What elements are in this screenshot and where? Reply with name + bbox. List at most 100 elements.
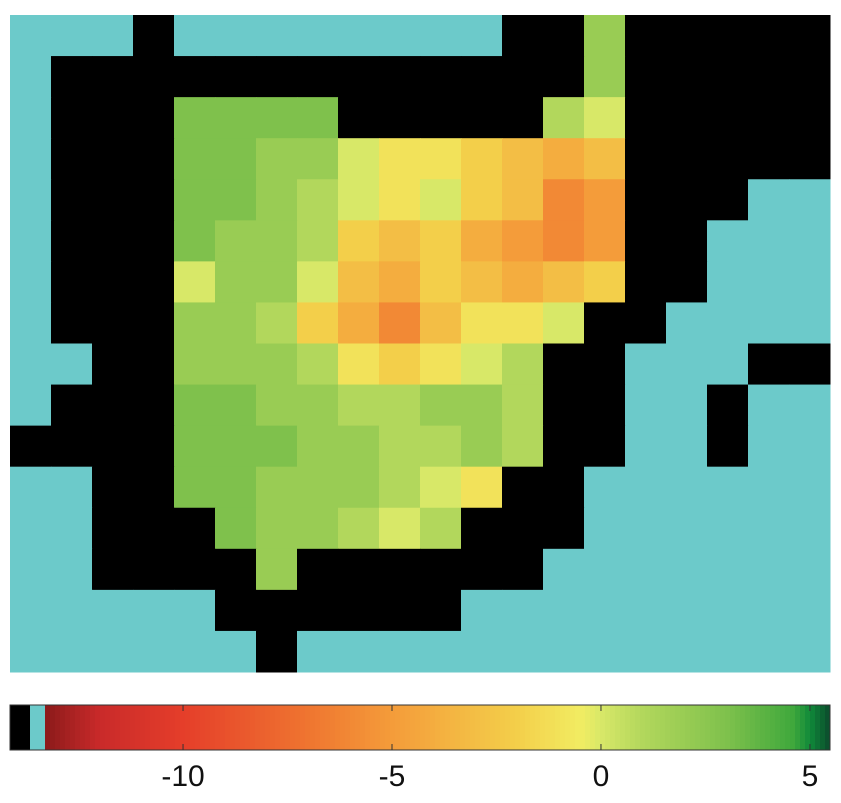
cell — [51, 15, 93, 57]
colorbar-segment — [305, 705, 311, 750]
cell — [584, 15, 626, 57]
colorbar-segment — [175, 705, 181, 750]
colorbar-segment — [775, 705, 781, 750]
cell — [92, 15, 134, 57]
colorbar-segment — [535, 705, 541, 750]
colorbar-segment — [180, 705, 186, 750]
cell — [625, 15, 667, 57]
colorbar-segment — [280, 705, 286, 750]
colorbar-segment — [585, 705, 591, 750]
cell — [543, 220, 585, 262]
colorbar-segment — [40, 705, 46, 750]
cell — [420, 138, 462, 180]
cell — [748, 138, 790, 180]
cell — [584, 425, 626, 468]
colorbar-segment — [795, 705, 801, 750]
cell — [51, 302, 93, 344]
cell — [379, 220, 421, 262]
colorbar-segment — [250, 705, 256, 750]
cell — [10, 507, 52, 550]
colorbar-segment — [750, 705, 756, 750]
colorbar-segment — [325, 705, 331, 750]
colorbar-segment — [440, 705, 446, 750]
colorbar-segment — [630, 705, 636, 750]
cell — [748, 343, 790, 386]
cell — [420, 384, 462, 427]
colorbar-segment — [805, 705, 811, 750]
cell — [338, 466, 380, 509]
cell — [707, 589, 749, 632]
cell — [297, 97, 339, 139]
cell — [789, 630, 831, 673]
cell — [256, 589, 298, 632]
cell — [256, 548, 298, 591]
colorbar-segment — [235, 705, 241, 750]
colorbar-segment — [365, 705, 371, 750]
colorbar-segment — [665, 705, 671, 750]
colorbar-segment — [730, 705, 736, 750]
cell — [543, 548, 585, 591]
cell — [174, 384, 216, 427]
cell — [707, 466, 749, 509]
colorbar-segment — [45, 705, 51, 750]
cell — [502, 384, 544, 427]
cell — [625, 261, 667, 303]
colorbar-segment — [310, 705, 316, 750]
cell — [256, 179, 298, 221]
colorbar-segment — [275, 705, 281, 750]
colorbar-segment — [565, 705, 571, 750]
cell — [174, 15, 216, 57]
cell — [625, 384, 667, 427]
cell — [748, 548, 790, 591]
cell — [748, 507, 790, 550]
cell — [502, 630, 544, 673]
cell — [543, 15, 585, 57]
cell — [748, 630, 790, 673]
cell — [420, 589, 462, 632]
cell — [174, 548, 216, 591]
colorbar-segment — [215, 705, 221, 750]
colorbar-segment — [765, 705, 771, 750]
colorbar-segment — [700, 705, 706, 750]
cell — [51, 630, 93, 673]
cell — [625, 97, 667, 139]
cell — [215, 466, 257, 509]
cell — [338, 630, 380, 673]
cell — [748, 179, 790, 221]
colorbar-segment — [155, 705, 161, 750]
colorbar-segment — [645, 705, 651, 750]
colorbar-segment — [770, 705, 776, 750]
cell — [338, 548, 380, 591]
cell — [133, 261, 175, 303]
colorbar-segment — [785, 705, 791, 750]
cell — [51, 466, 93, 509]
colorbar-segment — [780, 705, 786, 750]
colorbar-segment — [405, 705, 411, 750]
cell — [789, 466, 831, 509]
cell — [92, 179, 134, 221]
colorbar-segment — [640, 705, 646, 750]
colorbar-segment — [595, 705, 601, 750]
colorbar-segment — [105, 705, 111, 750]
cell — [297, 220, 339, 262]
cell — [502, 179, 544, 221]
colorbar-segment — [35, 705, 41, 750]
colorbar-segment — [660, 705, 666, 750]
cell — [420, 343, 462, 386]
cell — [174, 220, 216, 262]
cell — [584, 343, 626, 386]
colorbar-segment — [90, 705, 96, 750]
colorbar-segment — [260, 705, 266, 750]
cell — [748, 56, 790, 98]
cell — [133, 630, 175, 673]
cell — [256, 425, 298, 468]
cell — [461, 384, 503, 427]
colorbar-segment — [60, 705, 66, 750]
colorbar-segment — [515, 705, 521, 750]
cell — [174, 179, 216, 221]
cell — [10, 343, 52, 386]
colorbar-segment — [410, 705, 416, 750]
cell — [256, 15, 298, 57]
cell — [666, 220, 708, 262]
cell — [379, 97, 421, 139]
